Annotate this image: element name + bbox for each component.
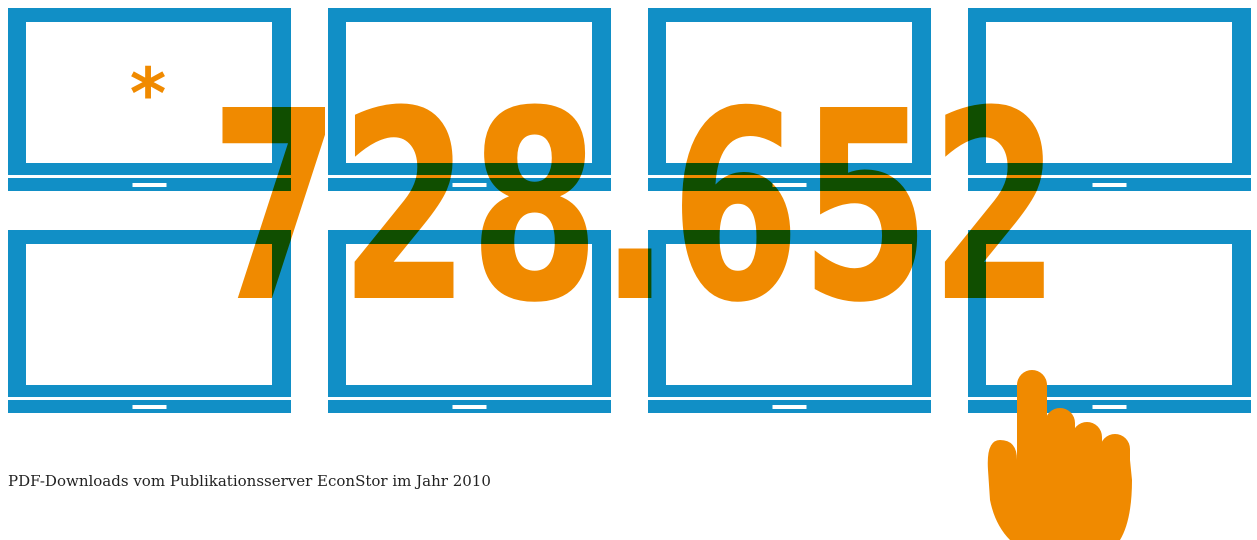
- hand-index-finger: [1017, 370, 1047, 480]
- monitor-slot: [132, 183, 167, 187]
- monitor-slot: [1092, 183, 1127, 187]
- monitor: [968, 8, 1251, 191]
- monitor: [8, 230, 291, 413]
- footnote-marker: *: [130, 53, 167, 135]
- monitor-screen: [986, 244, 1232, 385]
- monitor-screen: [346, 22, 592, 163]
- caption: PDF-Downloads vom Publikationsserver Eco…: [8, 472, 491, 490]
- monitor-slot: [772, 183, 807, 187]
- monitor: [8, 8, 291, 191]
- hand-palm: [987, 440, 1132, 540]
- monitor-slot: [452, 405, 487, 409]
- monitor: [328, 8, 611, 191]
- monitor-screen: [26, 22, 272, 163]
- monitor-screen: [666, 22, 912, 163]
- monitor-screen: [986, 22, 1232, 163]
- monitor-screen: [26, 244, 272, 385]
- monitor-grid: [8, 8, 1251, 413]
- monitor-slot: [452, 183, 487, 187]
- monitor: [648, 230, 931, 413]
- monitor: [328, 230, 611, 413]
- monitor-slot: [1092, 405, 1127, 409]
- monitor: [968, 230, 1251, 413]
- monitor-screen: [666, 244, 912, 385]
- monitor-screen: [346, 244, 592, 385]
- monitor-slot: [132, 405, 167, 409]
- pointing-hand: [987, 370, 1132, 540]
- monitor: [648, 8, 931, 191]
- monitor-slot: [772, 405, 807, 409]
- headline-number: 728.652: [210, 55, 1060, 360]
